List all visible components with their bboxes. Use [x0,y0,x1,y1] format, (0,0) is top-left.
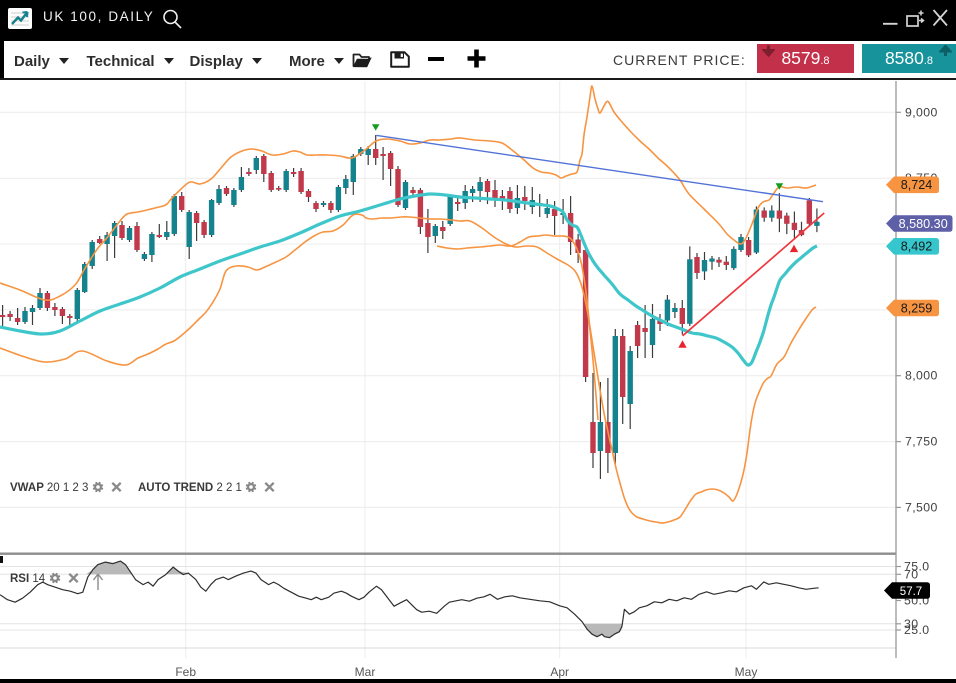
svg-text:70: 70 [904,567,918,581]
svg-text:7,750: 7,750 [905,435,938,449]
svg-text:9,000: 9,000 [905,105,938,119]
svg-text:57.7: 57.7 [900,586,922,598]
svg-text:25.0: 25.0 [904,623,930,637]
svg-text:8,492: 8,492 [901,240,933,254]
svg-text:VWAP 20 1 2 3: VWAP 20 1 2 3 [10,482,88,494]
svg-text:May: May [735,665,758,679]
svg-text:Feb: Feb [175,665,196,679]
svg-text:AUTO TREND 2 2 1: AUTO TREND 2 2 1 [138,482,242,494]
svg-text:Mar: Mar [355,665,376,679]
svg-text:8,580.30: 8,580.30 [899,217,948,231]
svg-text:Apr: Apr [550,665,569,679]
svg-text:8,259: 8,259 [901,301,933,315]
svg-text:7,500: 7,500 [905,500,938,514]
svg-text:8,000: 8,000 [905,369,938,383]
svg-text:8,724: 8,724 [901,178,933,192]
svg-text:75.0: 75.0 [904,560,930,574]
svg-text:RSI 14: RSI 14 [10,573,46,585]
svg-text:30: 30 [904,617,918,631]
